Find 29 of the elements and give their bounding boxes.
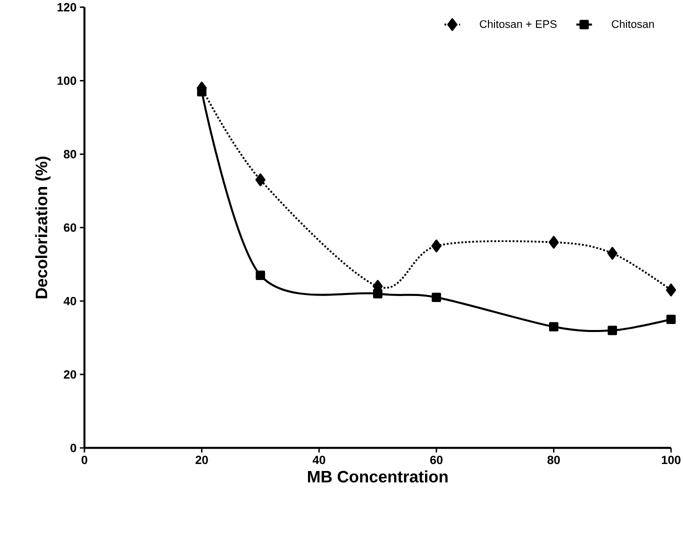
legend-label: Chitosan + EPS — [480, 20, 557, 28]
y-tick-label: 80 — [64, 150, 76, 158]
x-tick-label: 40 — [312, 456, 326, 464]
x-axis-title: MB Concentration — [308, 470, 448, 482]
point — [666, 314, 676, 324]
point — [373, 288, 382, 298]
y-tick-label: 20 — [64, 370, 76, 379]
point — [197, 87, 206, 96]
x-tick-label: 60 — [430, 456, 443, 464]
y-tick-label: 0 — [70, 444, 76, 452]
x-tick-label: 0 — [82, 456, 88, 464]
point — [256, 270, 266, 280]
point — [548, 236, 559, 249]
point — [608, 326, 618, 336]
legend-label: Chitosan — [612, 20, 654, 28]
y-axis-title: Decolorization (%) — [35, 156, 51, 298]
y-tick-label: 40 — [64, 296, 76, 306]
point — [549, 322, 558, 332]
y-tick-label: 120 — [58, 2, 76, 12]
point — [255, 173, 266, 186]
y-tick-label: 100 — [58, 76, 76, 85]
point — [432, 292, 442, 302]
x-tick-label: 100 — [662, 456, 680, 464]
point — [431, 240, 442, 252]
x-tick-label: 80 — [547, 456, 560, 464]
point — [607, 246, 618, 260]
y-tick-label: 60 — [64, 223, 76, 232]
x-tick-label: 20 — [196, 456, 208, 464]
point — [666, 284, 676, 296]
